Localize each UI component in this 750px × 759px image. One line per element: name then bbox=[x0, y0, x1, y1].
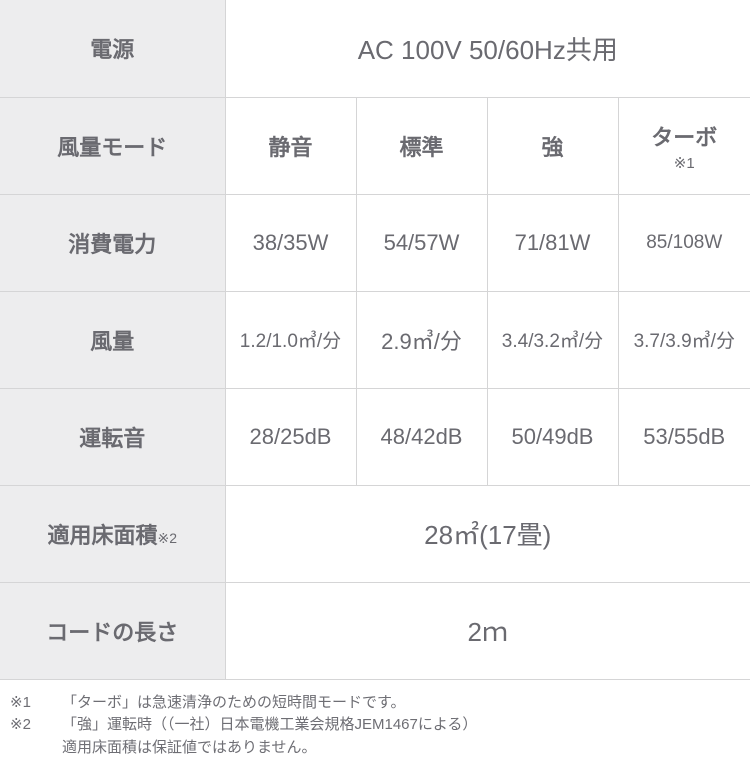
noise-strong: 50/49dB bbox=[487, 388, 618, 485]
footnote-2: ※2 「強」運転時（（一社）日本電機工業会規格JEM1467による） bbox=[10, 714, 740, 737]
power-label: 電源 bbox=[0, 0, 225, 97]
spec-table: 電源 AC 100V 50/60Hz共用 風量モード 静音 標準 強 ターボ ※… bbox=[0, 0, 750, 680]
airflow-quiet: 1.2/1.0㎥/分 bbox=[225, 291, 356, 388]
mode-quiet: 静音 bbox=[225, 97, 356, 194]
mode-turbo: ターボ ※1 bbox=[618, 97, 750, 194]
mode-turbo-note: ※1 bbox=[619, 154, 750, 172]
airflow-standard: 2.9㎥/分 bbox=[356, 291, 487, 388]
noise-standard: 48/42dB bbox=[356, 388, 487, 485]
mode-turbo-label: ターボ bbox=[651, 125, 717, 150]
footnote-1-tag: ※1 bbox=[10, 692, 62, 715]
consumption-quiet: 38/35W bbox=[225, 194, 356, 291]
footnote-2-tag: ※2 bbox=[10, 714, 62, 737]
footnote-2-line1: 「強」運転時（（一社）日本電機工業会規格JEM1467による） bbox=[62, 714, 477, 737]
airflow-label: 風量 bbox=[0, 291, 225, 388]
mode-standard: 標準 bbox=[356, 97, 487, 194]
footnote-2b: 適用床面積は保証値ではありません。 bbox=[10, 737, 740, 759]
row-airflow: 風量 1.2/1.0㎥/分 2.9㎥/分 3.4/3.2㎥/分 3.7/3.9㎥… bbox=[0, 291, 750, 388]
row-consumption: 消費電力 38/35W 54/57W 71/81W 85/108W bbox=[0, 194, 750, 291]
mode-strong: 強 bbox=[487, 97, 618, 194]
row-area: 適用床面積※2 28㎡(17畳) bbox=[0, 485, 750, 582]
cord-value: 2ｍ bbox=[225, 582, 750, 679]
row-cord: コードの長さ 2ｍ bbox=[0, 582, 750, 679]
consumption-label: 消費電力 bbox=[0, 194, 225, 291]
area-label-sub: ※2 bbox=[157, 530, 177, 546]
consumption-strong: 71/81W bbox=[487, 194, 618, 291]
area-value: 28㎡(17畳) bbox=[225, 485, 750, 582]
row-modes: 風量モード 静音 標準 強 ターボ ※1 bbox=[0, 97, 750, 194]
row-noise: 運転音 28/25dB 48/42dB 50/49dB 53/55dB bbox=[0, 388, 750, 485]
mode-label: 風量モード bbox=[0, 97, 225, 194]
consumption-turbo: 85/108W bbox=[618, 194, 750, 291]
cord-label: コードの長さ bbox=[0, 582, 225, 679]
consumption-standard: 54/57W bbox=[356, 194, 487, 291]
footnote-1: ※1 「ターボ」は急速清浄のための短時間モードです。 bbox=[10, 692, 740, 715]
noise-label: 運転音 bbox=[0, 388, 225, 485]
airflow-turbo: 3.7/3.9㎥/分 bbox=[618, 291, 750, 388]
area-label: 適用床面積※2 bbox=[0, 485, 225, 582]
noise-turbo: 53/55dB bbox=[618, 388, 750, 485]
footnote-1-text: 「ターボ」は急速清浄のための短時間モードです。 bbox=[62, 692, 406, 715]
area-label-main: 適用床面積 bbox=[47, 523, 157, 548]
row-power: 電源 AC 100V 50/60Hz共用 bbox=[0, 0, 750, 97]
power-value: AC 100V 50/60Hz共用 bbox=[225, 0, 750, 97]
noise-quiet: 28/25dB bbox=[225, 388, 356, 485]
footnote-2b-spacer bbox=[10, 737, 62, 759]
footnote-2-line2: 適用床面積は保証値ではありません。 bbox=[62, 737, 317, 759]
airflow-strong: 3.4/3.2㎥/分 bbox=[487, 291, 618, 388]
footnotes: ※1 「ターボ」は急速清浄のための短時間モードです。 ※2 「強」運転時（（一社… bbox=[0, 680, 750, 759]
